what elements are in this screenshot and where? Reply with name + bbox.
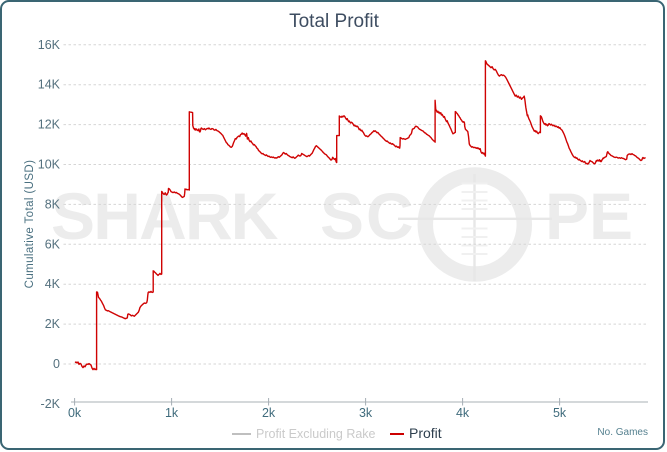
svg-text:4K: 4K <box>45 277 61 291</box>
svg-text:12K: 12K <box>38 118 61 132</box>
svg-text:0: 0 <box>53 357 60 371</box>
svg-text:4k: 4k <box>456 406 470 420</box>
svg-text:PE: PE <box>545 179 633 253</box>
svg-text:2k: 2k <box>262 406 276 420</box>
svg-text:5k: 5k <box>553 406 567 420</box>
svg-text:Cumulative Total (USD): Cumulative Total (USD) <box>24 160 36 289</box>
svg-text:1k: 1k <box>165 406 179 420</box>
svg-text:Total Profit: Total Profit <box>289 11 379 32</box>
svg-text:No. Games: No. Games <box>597 427 648 438</box>
svg-text:14K: 14K <box>38 78 61 92</box>
svg-text:16K: 16K <box>38 38 61 52</box>
svg-text:2K: 2K <box>45 317 61 331</box>
svg-text:10K: 10K <box>38 158 61 172</box>
svg-text:3k: 3k <box>359 406 373 420</box>
svg-text:8K: 8K <box>45 197 61 211</box>
svg-text:SC: SC <box>320 179 416 253</box>
svg-text:Profit: Profit <box>409 425 442 441</box>
svg-text:Profit Excluding Rake: Profit Excluding Rake <box>256 427 376 441</box>
svg-text:-2K: -2K <box>41 397 61 411</box>
svg-text:6K: 6K <box>45 237 61 251</box>
svg-text:0k: 0k <box>68 406 82 420</box>
svg-text:SHARK: SHARK <box>51 179 279 253</box>
